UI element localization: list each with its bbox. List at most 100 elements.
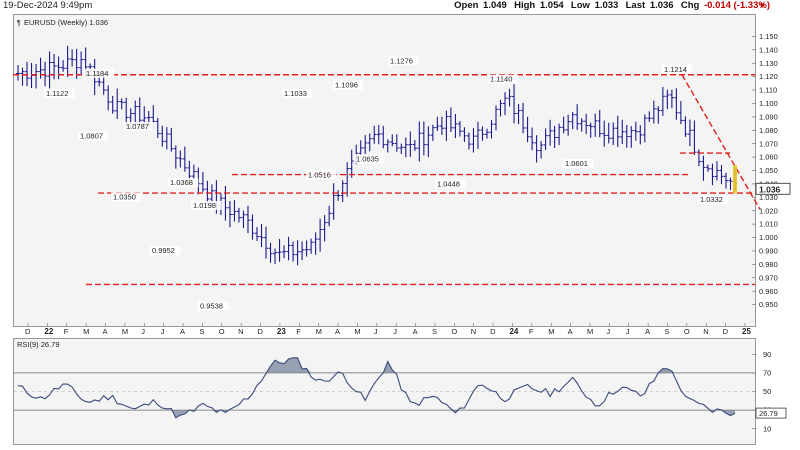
annotation-bg: [168, 178, 199, 188]
annotation-bg: [191, 200, 222, 210]
rsi-last-value-label: 26.79: [759, 409, 778, 418]
annotation-bg: [44, 89, 75, 99]
rsi-title: RSI(9) 26.79: [17, 340, 60, 349]
y-tick-label: 0.950: [759, 300, 778, 309]
x-tick-label: M: [548, 327, 554, 336]
chart-type-icon: ¶: [17, 20, 21, 27]
annotation-bg: [662, 64, 693, 74]
x-tick-label: D: [258, 327, 264, 336]
price-annotation-label: 1.0807: [80, 131, 103, 140]
x-tick-label: M: [354, 327, 360, 336]
x-tick-label: M: [316, 327, 322, 336]
annotation-bg: [563, 158, 594, 168]
y-tick-label: 1.100: [759, 99, 778, 108]
x-tick-label: A: [180, 327, 185, 336]
x-tick-label: 22: [44, 327, 53, 336]
y-tick-label: 1.020: [759, 206, 778, 215]
x-tick-label: M: [122, 327, 128, 336]
annotation-bg: [124, 122, 155, 132]
price-annotation-label: 0.9952: [152, 246, 175, 255]
x-tick-label: O: [219, 327, 225, 336]
rsi-oversold-fill: [18, 410, 735, 418]
rsi-y-tick-label: 10: [763, 424, 771, 433]
price-annotation-label: 1.0368: [170, 178, 193, 187]
chg-label: Chg: [680, 0, 700, 11]
y-tick-label: 1.070: [759, 139, 778, 148]
chart-title: EURUSD (Weekly) 1.036: [24, 18, 108, 27]
price-annotation-label: 1.1276: [390, 56, 413, 65]
y-tick-label: 1.050: [759, 166, 778, 175]
y-tick-label: 1.110: [759, 86, 777, 95]
annotation-bg: [388, 56, 419, 66]
price-annotation-label: 1.1184: [86, 69, 108, 78]
annotation-bg: [488, 74, 519, 84]
chart-header: 19-Dec-2024 9:49pm Open 1.049 High 1.054…: [0, 0, 800, 14]
rsi-y-tick-label: 50: [763, 387, 771, 396]
y-tick-label: 1.090: [759, 112, 778, 121]
price-annotation-label: 1.0516: [308, 170, 331, 179]
last-value: 1.036: [649, 0, 674, 11]
down-arrow-icon: ▼: [758, 1, 766, 10]
annotation-bg: [150, 245, 181, 255]
x-tick-label: D: [25, 327, 31, 336]
price-annotation-label: 1.1033: [284, 89, 307, 98]
price-annotation-label: 1.0198: [193, 201, 216, 210]
price-annotation-label: 1.1096: [335, 81, 358, 90]
x-tick-label: N: [471, 327, 476, 336]
x-tick-label: A: [335, 327, 340, 336]
price-annotation-label: 1.0635: [356, 154, 379, 163]
x-tick-label: N: [238, 327, 243, 336]
y-tick-label: 0.990: [759, 247, 778, 256]
price-annotation-label: 1.0448: [437, 179, 460, 188]
x-tick-label: M: [83, 327, 89, 336]
y-tick-label: 1.010: [759, 220, 778, 229]
annotation-bg: [198, 301, 229, 311]
x-tick-label: A: [645, 327, 650, 336]
y-tick-label: 1.150: [759, 32, 778, 41]
x-tick-label: A: [103, 327, 108, 336]
x-tick-label: 24: [509, 327, 518, 336]
y-tick-label: 1.080: [759, 126, 778, 135]
annotation-bg: [306, 170, 337, 180]
last-bar-highlight: [733, 165, 737, 194]
rsi-last-value-box: [755, 407, 787, 419]
y-tick-label: 0.960: [759, 287, 778, 296]
y-tick-label: 1.030: [759, 193, 778, 202]
y-tick-label: 1.130: [759, 59, 778, 68]
x-tick-label: J: [141, 327, 145, 336]
chart-datetime: 19-Dec-2024 9:49pm: [3, 0, 93, 11]
high-label: High: [514, 0, 536, 11]
y-tick-label: 1.140: [759, 45, 778, 54]
annotation-bg: [698, 195, 729, 205]
x-tick-label: J: [606, 327, 610, 336]
annotation-bg: [78, 131, 109, 141]
x-tick-label: O: [451, 327, 457, 336]
x-tick-label: D: [490, 327, 496, 336]
x-tick-label: J: [626, 327, 630, 336]
trendline: [681, 74, 761, 210]
rsi-y-tick-label: 90: [763, 350, 771, 359]
x-tick-label: F: [296, 327, 301, 336]
chg-value: -0.014 (-1.33%): [703, 0, 770, 11]
annotation-bg: [282, 89, 313, 99]
price-annotation-label: 1.1214: [664, 65, 687, 74]
x-tick-label: F: [64, 327, 69, 336]
price-panel[interactable]: [13, 14, 756, 327]
x-tick-label: S: [432, 327, 437, 336]
low-label: Low: [570, 0, 590, 11]
last-label: Last: [625, 0, 646, 11]
last-value-box: [755, 182, 791, 195]
x-tick-label: S: [664, 327, 669, 336]
y-tick-label: 0.970: [759, 273, 778, 282]
x-tick-label: F: [529, 327, 534, 336]
x-tick-label: J: [374, 327, 378, 336]
x-tick-label: J: [161, 327, 165, 336]
price-annotation-label: 1.0332: [700, 195, 723, 204]
y-tick-label: 1.000: [759, 233, 778, 242]
y-tick-label: 1.060: [759, 153, 778, 162]
x-tick-label: O: [684, 327, 690, 336]
low-value: 1.033: [594, 0, 619, 11]
y-tick-label: 1.120: [759, 72, 778, 81]
open-value: 1.049: [483, 0, 507, 11]
x-tick-label: A: [568, 327, 573, 336]
